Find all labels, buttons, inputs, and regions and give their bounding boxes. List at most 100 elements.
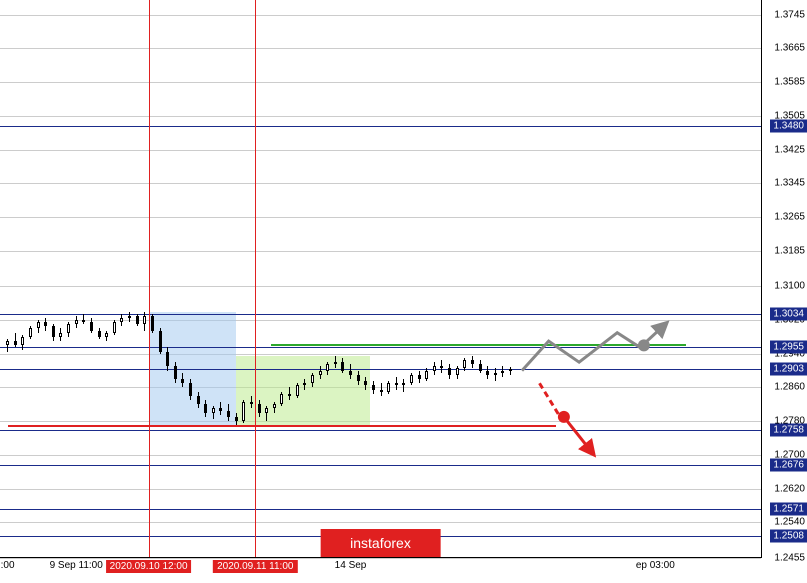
candle-body bbox=[357, 375, 360, 381]
price-marker: 1.3480 bbox=[770, 120, 807, 133]
price-level-line bbox=[0, 126, 761, 127]
candle-body bbox=[21, 337, 24, 345]
candlestick bbox=[212, 406, 215, 419]
candlestick bbox=[265, 406, 268, 421]
candle-body bbox=[311, 375, 314, 383]
candle-body bbox=[509, 369, 512, 371]
price-level-line bbox=[0, 509, 761, 510]
candle-body bbox=[402, 383, 405, 385]
candle-body bbox=[151, 316, 154, 331]
y-axis-label: 1.3425 bbox=[774, 144, 805, 155]
candle-body bbox=[181, 379, 184, 383]
candlestick bbox=[128, 312, 131, 323]
candle-wick bbox=[403, 379, 404, 392]
candle-body bbox=[105, 333, 108, 337]
candlestick bbox=[303, 379, 306, 390]
gridline-horizontal bbox=[0, 183, 761, 184]
y-axis: 1.37451.36651.35851.35051.34251.33451.32… bbox=[762, 0, 807, 558]
candle-body bbox=[341, 362, 344, 370]
candle-body bbox=[288, 394, 291, 396]
candle-body bbox=[166, 352, 169, 367]
candlestick bbox=[433, 362, 436, 375]
candlestick bbox=[227, 404, 230, 421]
candle-body bbox=[387, 383, 390, 391]
price-marker: 1.2758 bbox=[770, 424, 807, 437]
candle-body bbox=[372, 385, 375, 389]
candlestick bbox=[219, 402, 222, 415]
candle-body bbox=[418, 375, 421, 379]
price-marker: 1.2903 bbox=[770, 363, 807, 376]
candlestick bbox=[334, 356, 337, 369]
candlestick bbox=[395, 377, 398, 390]
candlestick bbox=[486, 366, 489, 379]
candle-body bbox=[136, 316, 139, 324]
candlestick bbox=[67, 322, 70, 337]
candle-body bbox=[319, 371, 322, 375]
y-axis-label: 1.2540 bbox=[774, 517, 805, 528]
candlestick bbox=[380, 383, 383, 396]
candle-body bbox=[44, 322, 47, 326]
date-marker: 2020.09.11 11:00 bbox=[213, 560, 297, 573]
candlestick bbox=[456, 366, 459, 379]
candle-body bbox=[265, 408, 268, 412]
candlestick bbox=[235, 413, 238, 426]
candle-body bbox=[486, 371, 489, 375]
candle-body bbox=[303, 383, 306, 385]
candlestick bbox=[349, 364, 352, 379]
y-axis-label: 1.3745 bbox=[774, 9, 805, 20]
candle-body bbox=[456, 368, 459, 374]
candlestick bbox=[21, 335, 24, 350]
price-marker: 1.2955 bbox=[770, 341, 807, 354]
candlestick bbox=[105, 331, 108, 342]
candle-body bbox=[494, 373, 497, 375]
candlestick bbox=[250, 396, 253, 409]
candle-body bbox=[212, 408, 215, 412]
candlestick bbox=[143, 312, 146, 330]
candle-body bbox=[14, 341, 17, 345]
candlestick bbox=[509, 367, 512, 375]
candlestick bbox=[98, 328, 101, 339]
candlestick bbox=[59, 328, 62, 341]
y-axis-label: 1.2455 bbox=[774, 553, 805, 564]
candle-body bbox=[296, 385, 299, 396]
gridline-horizontal bbox=[0, 15, 761, 16]
y-axis-label: 1.2860 bbox=[774, 382, 805, 393]
candlestick bbox=[410, 373, 413, 386]
price-marker: 1.3034 bbox=[770, 308, 807, 321]
candlestick bbox=[311, 373, 314, 388]
candlestick bbox=[29, 326, 32, 339]
candlestick bbox=[242, 400, 245, 423]
y-axis-label: 1.3665 bbox=[774, 43, 805, 54]
candlestick bbox=[181, 373, 184, 388]
candlestick bbox=[372, 381, 375, 394]
candle-body bbox=[159, 331, 162, 352]
candlestick bbox=[159, 328, 162, 353]
candle-body bbox=[425, 371, 428, 379]
x-axis-label: ep 03:00 bbox=[636, 560, 675, 571]
candlestick bbox=[288, 387, 291, 400]
candlestick bbox=[425, 368, 428, 381]
candle-body bbox=[440, 366, 443, 368]
candle-body bbox=[349, 371, 352, 375]
candlestick bbox=[280, 392, 283, 407]
y-axis-label: 1.3185 bbox=[774, 245, 805, 256]
plot-area[interactable]: instaforex bbox=[0, 0, 762, 558]
candle-body bbox=[37, 322, 40, 328]
gridline-horizontal bbox=[0, 217, 761, 218]
price-level-line bbox=[0, 314, 761, 315]
candle-body bbox=[174, 366, 177, 379]
candle-body bbox=[242, 402, 245, 421]
candle-body bbox=[29, 328, 32, 336]
price-marker: 1.2508 bbox=[770, 529, 807, 542]
gridline-horizontal bbox=[0, 489, 761, 490]
vertical-time-marker bbox=[255, 0, 256, 557]
candle-wick bbox=[83, 314, 84, 325]
candlestick bbox=[501, 366, 504, 377]
candle-body bbox=[6, 341, 9, 345]
price-level-line bbox=[0, 465, 761, 466]
candlestick bbox=[166, 347, 169, 370]
candlestick bbox=[402, 379, 405, 392]
candle-body bbox=[250, 402, 253, 404]
candlestick bbox=[448, 364, 451, 379]
x-axis-label: :00 bbox=[1, 560, 15, 571]
